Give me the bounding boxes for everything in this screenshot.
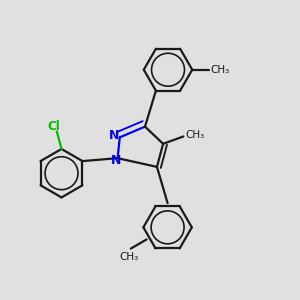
Text: N: N (109, 129, 119, 142)
Text: CH₃: CH₃ (211, 65, 230, 75)
Text: Cl: Cl (47, 119, 60, 133)
Text: CH₃: CH₃ (185, 130, 204, 140)
Text: CH₃: CH₃ (119, 252, 139, 262)
Text: N: N (111, 154, 121, 167)
